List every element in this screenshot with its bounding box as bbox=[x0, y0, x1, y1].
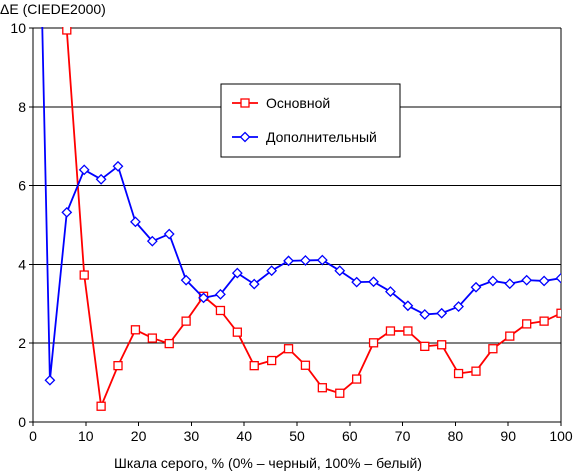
data-point bbox=[79, 270, 89, 280]
data-point bbox=[385, 326, 396, 336]
legend: Основной Дополнительный bbox=[220, 83, 401, 158]
legend-swatch-marker bbox=[240, 98, 250, 108]
legend-swatch-marker bbox=[239, 131, 251, 143]
data-point bbox=[180, 274, 192, 286]
x-tick-label: 0 bbox=[29, 428, 37, 444]
data-point bbox=[351, 276, 363, 288]
data-point bbox=[232, 327, 242, 337]
x-tick-labels: 0 10 20 30 40 50 60 70 80 90 100 bbox=[29, 422, 573, 444]
data-point bbox=[300, 255, 311, 266]
data-point bbox=[403, 326, 413, 336]
x-tick-label: 40 bbox=[236, 428, 252, 444]
data-point bbox=[112, 160, 124, 172]
data-point bbox=[215, 305, 226, 316]
data-point bbox=[231, 267, 243, 279]
y-tick-label: 10 bbox=[10, 20, 26, 36]
data-point bbox=[267, 355, 277, 366]
x-tick-label: 100 bbox=[549, 428, 573, 444]
y-axis-title: ΔE (CIEDE2000) bbox=[0, 1, 106, 17]
data-point bbox=[335, 388, 345, 398]
legend-box bbox=[220, 83, 401, 158]
series-line bbox=[41, 27, 561, 382]
data-point bbox=[470, 281, 482, 293]
data-point bbox=[368, 276, 379, 288]
data-point bbox=[146, 235, 158, 247]
data-point bbox=[215, 288, 226, 300]
data-point bbox=[487, 275, 499, 287]
legend-item: Дополнительный bbox=[232, 129, 377, 145]
data-point bbox=[420, 341, 430, 352]
data-point bbox=[163, 228, 175, 240]
data-point bbox=[334, 265, 346, 277]
x-tick-label: 50 bbox=[289, 428, 305, 444]
data-point bbox=[419, 309, 431, 320]
data-point bbox=[44, 374, 56, 386]
data-point bbox=[316, 254, 328, 266]
y-tick-label: 0 bbox=[18, 414, 26, 430]
x-tick-label: 20 bbox=[131, 428, 147, 444]
data-point bbox=[248, 278, 260, 290]
data-point bbox=[113, 361, 123, 371]
series-osnovnoy bbox=[62, 27, 561, 411]
series-dopolnitelny bbox=[41, 27, 561, 386]
y-tick-label: 8 bbox=[18, 99, 26, 115]
data-point bbox=[147, 333, 157, 343]
x-tick-label: 30 bbox=[184, 428, 200, 444]
data-point bbox=[368, 338, 379, 348]
legend-item: Основной bbox=[232, 95, 330, 111]
data-point bbox=[471, 366, 481, 376]
y-tick-label: 2 bbox=[18, 335, 26, 351]
data-point bbox=[62, 27, 72, 35]
data-point bbox=[283, 344, 294, 354]
data-point bbox=[164, 338, 174, 349]
data-point bbox=[556, 308, 561, 318]
data-point bbox=[61, 206, 73, 218]
y-tick-label: 6 bbox=[18, 178, 26, 194]
data-point bbox=[181, 316, 191, 326]
data-point bbox=[130, 325, 141, 335]
data-point bbox=[538, 275, 550, 287]
legend-label: Основной bbox=[266, 95, 330, 111]
data-point bbox=[78, 164, 90, 176]
x-tick-label: 70 bbox=[395, 428, 411, 444]
data-point bbox=[95, 173, 107, 185]
data-point bbox=[352, 374, 362, 384]
y-tick-label: 4 bbox=[18, 256, 26, 272]
x-tick-label: 60 bbox=[342, 428, 358, 444]
x-tick-label: 90 bbox=[500, 428, 516, 444]
y-tick-labels: 0 2 4 6 8 10 bbox=[10, 20, 33, 430]
data-point bbox=[130, 216, 141, 228]
data-point bbox=[249, 361, 259, 371]
x-tick-label: 80 bbox=[448, 428, 464, 444]
data-point bbox=[436, 307, 448, 319]
data-point bbox=[555, 272, 561, 284]
data-point bbox=[453, 301, 464, 312]
data-point bbox=[539, 316, 549, 326]
data-point bbox=[198, 292, 209, 304]
data-point bbox=[505, 331, 515, 341]
data-point bbox=[504, 278, 516, 290]
legend-label: Дополнительный bbox=[266, 129, 377, 145]
data-point bbox=[453, 368, 464, 379]
data-point bbox=[437, 340, 447, 350]
x-axis-title: Шкала серого, % (0% – черный, 100% – бел… bbox=[114, 455, 422, 471]
data-point bbox=[283, 255, 294, 267]
data-point bbox=[266, 265, 278, 277]
data-point bbox=[522, 319, 532, 329]
data-point bbox=[488, 344, 498, 354]
data-point bbox=[317, 383, 327, 393]
series-line bbox=[65, 27, 561, 408]
data-point bbox=[300, 360, 311, 370]
x-tick-label: 10 bbox=[78, 428, 94, 444]
data-point bbox=[402, 300, 414, 312]
data-point bbox=[96, 401, 106, 411]
data-point bbox=[521, 274, 533, 286]
data-point bbox=[385, 286, 396, 298]
